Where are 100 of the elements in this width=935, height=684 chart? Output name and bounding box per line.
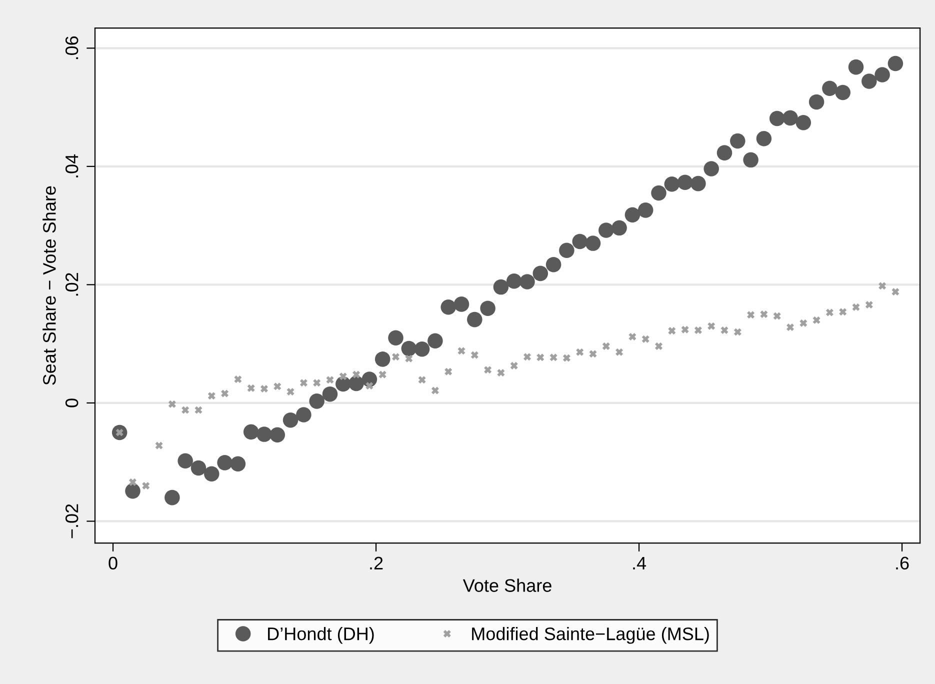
point — [348, 376, 364, 392]
point — [164, 490, 180, 506]
point — [414, 342, 430, 357]
point — [532, 266, 548, 282]
point — [352, 370, 360, 379]
point — [484, 366, 492, 374]
point — [848, 59, 864, 75]
point — [888, 56, 904, 72]
point — [746, 310, 755, 320]
point — [624, 207, 640, 223]
point — [615, 348, 624, 356]
point — [444, 367, 453, 376]
point — [835, 84, 850, 100]
point — [190, 460, 206, 476]
y-tick-label: .02 — [65, 273, 78, 296]
point — [428, 333, 443, 348]
point — [296, 407, 312, 422]
point — [178, 453, 193, 469]
point — [760, 310, 768, 318]
point — [378, 370, 387, 379]
point — [256, 426, 272, 442]
legend-label: Modified Sainte−Lagüe (MSL) — [472, 626, 709, 644]
point — [716, 145, 732, 160]
point — [260, 384, 268, 393]
point — [588, 350, 598, 358]
point — [506, 273, 522, 289]
point — [480, 300, 496, 316]
point — [864, 300, 874, 309]
point — [204, 466, 220, 482]
point — [598, 222, 614, 238]
point — [454, 296, 470, 312]
point — [312, 378, 322, 388]
point — [217, 455, 232, 470]
point — [270, 427, 286, 443]
point — [874, 67, 890, 82]
point — [440, 300, 456, 315]
point — [546, 256, 562, 272]
point — [404, 354, 414, 363]
point — [142, 482, 150, 490]
point — [207, 392, 216, 400]
point — [796, 115, 812, 130]
point — [720, 326, 729, 334]
point — [457, 346, 466, 356]
point — [694, 326, 702, 334]
point — [273, 382, 282, 391]
point — [808, 94, 824, 110]
x-tick-label: .4 — [633, 556, 646, 570]
point — [181, 406, 190, 414]
point — [536, 353, 545, 362]
y-tick-label: 0 — [65, 398, 78, 408]
point — [786, 323, 794, 332]
point — [891, 288, 900, 296]
point — [641, 334, 650, 344]
point — [782, 110, 798, 126]
point — [559, 242, 574, 258]
point — [651, 185, 666, 201]
point — [838, 308, 848, 316]
point — [300, 378, 308, 388]
point — [638, 202, 654, 218]
point — [431, 386, 440, 395]
point — [668, 326, 676, 335]
point — [707, 322, 716, 330]
point — [243, 424, 259, 440]
point — [523, 352, 532, 361]
point — [822, 80, 838, 96]
point — [374, 352, 390, 367]
point — [282, 412, 298, 428]
point — [862, 74, 877, 89]
point — [878, 282, 886, 290]
point — [128, 478, 137, 486]
point — [286, 388, 295, 396]
point — [326, 376, 334, 384]
point — [743, 152, 758, 168]
point — [602, 342, 610, 350]
point — [772, 312, 782, 320]
point — [392, 352, 400, 361]
point — [690, 176, 706, 192]
point — [769, 110, 785, 126]
point — [799, 318, 808, 328]
point — [549, 353, 558, 362]
point — [401, 340, 417, 356]
y-tick-label: .06 — [65, 36, 78, 60]
point — [826, 308, 834, 317]
point — [365, 382, 374, 390]
point — [230, 456, 246, 472]
x-axis-title: Vote Share — [462, 578, 552, 592]
point — [654, 342, 663, 350]
y-tick-label: −.02 — [65, 504, 78, 538]
point — [677, 174, 693, 190]
point — [812, 316, 821, 324]
point — [125, 483, 140, 499]
point — [418, 376, 426, 384]
point — [246, 384, 256, 392]
point — [572, 234, 588, 250]
point — [510, 362, 518, 370]
point — [612, 220, 627, 236]
point — [194, 406, 203, 414]
point — [496, 368, 506, 377]
point — [168, 400, 176, 408]
point — [322, 386, 338, 402]
